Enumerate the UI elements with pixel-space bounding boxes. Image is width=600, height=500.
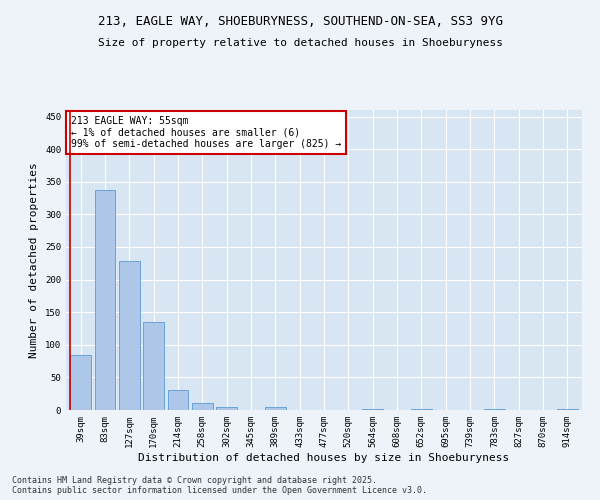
- Text: 213, EAGLE WAY, SHOEBURYNESS, SOUTHEND-ON-SEA, SS3 9YG: 213, EAGLE WAY, SHOEBURYNESS, SOUTHEND-O…: [97, 15, 503, 28]
- X-axis label: Distribution of detached houses by size in Shoeburyness: Distribution of detached houses by size …: [139, 452, 509, 462]
- Bar: [95, 190, 115, 410]
- Text: 213 EAGLE WAY: 55sqm
← 1% of detached houses are smaller (6)
99% of semi-detache: 213 EAGLE WAY: 55sqm ← 1% of detached ho…: [71, 116, 341, 149]
- Text: Size of property relative to detached houses in Shoeburyness: Size of property relative to detached ho…: [97, 38, 503, 48]
- Bar: [167, 390, 188, 410]
- Bar: [557, 408, 578, 410]
- Text: Contains HM Land Registry data © Crown copyright and database right 2025.
Contai: Contains HM Land Registry data © Crown c…: [12, 476, 427, 495]
- Bar: [362, 408, 383, 410]
- Bar: [192, 404, 212, 410]
- Bar: [70, 354, 91, 410]
- Bar: [119, 262, 140, 410]
- Bar: [484, 408, 505, 410]
- Y-axis label: Number of detached properties: Number of detached properties: [29, 162, 40, 358]
- Bar: [143, 322, 164, 410]
- Bar: [411, 408, 432, 410]
- Bar: [216, 406, 237, 410]
- Bar: [265, 406, 286, 410]
